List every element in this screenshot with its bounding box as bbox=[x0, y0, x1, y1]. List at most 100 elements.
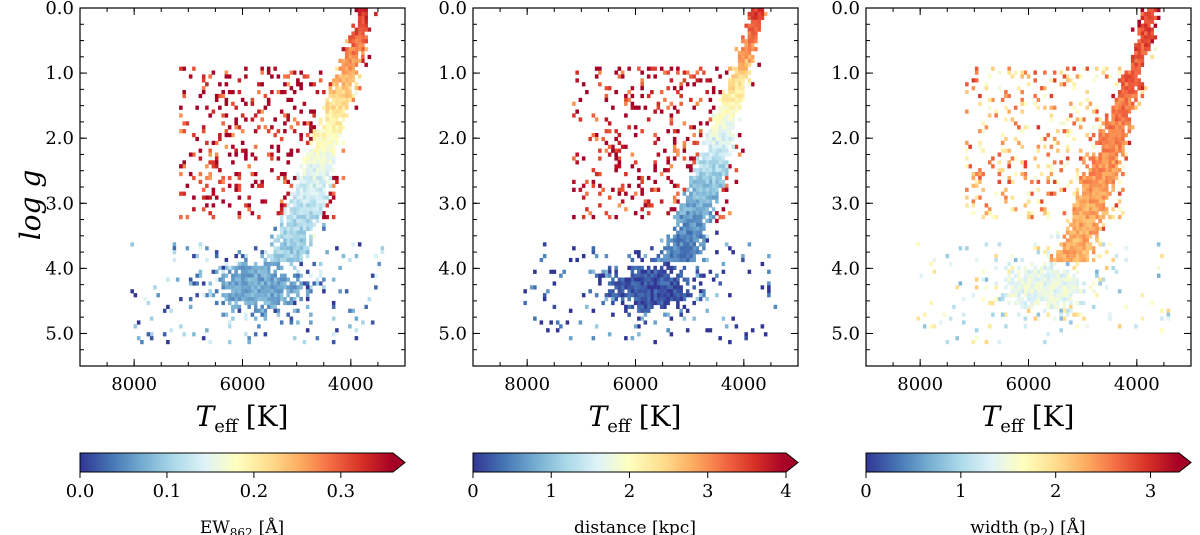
y-tick-label: 5.0 bbox=[831, 323, 860, 344]
heatmap-cell bbox=[305, 281, 310, 286]
heatmap-cell bbox=[305, 74, 310, 79]
heatmap-cell bbox=[143, 297, 147, 302]
heatmap-cell bbox=[357, 74, 362, 79]
heatmap-cell bbox=[737, 74, 742, 79]
heatmap-cell bbox=[974, 70, 979, 75]
heatmap-cell bbox=[965, 246, 969, 251]
heatmap-cell bbox=[331, 304, 336, 310]
heatmap-cell bbox=[1085, 230, 1089, 235]
heatmap-cell bbox=[312, 179, 316, 185]
heatmap-cell bbox=[325, 109, 329, 114]
heatmap-cell bbox=[741, 78, 745, 83]
heatmap-cell bbox=[338, 133, 342, 138]
heatmap-cell bbox=[1134, 70, 1138, 75]
heatmap-cell bbox=[984, 211, 989, 216]
heatmap-cell bbox=[1059, 250, 1063, 255]
heatmap-cell bbox=[663, 257, 667, 263]
heatmap-cell bbox=[1095, 238, 1099, 243]
heatmap-cell bbox=[341, 78, 346, 83]
heatmap-cell bbox=[974, 66, 979, 71]
heatmap-cell bbox=[237, 293, 242, 298]
heatmap-cell bbox=[646, 308, 651, 313]
heatmap-cell bbox=[978, 179, 982, 185]
heatmap-cell bbox=[211, 160, 216, 165]
heatmap-cell bbox=[1059, 308, 1063, 313]
heatmap-cell bbox=[728, 129, 732, 134]
heatmap-cell bbox=[669, 254, 674, 259]
heatmap-cell bbox=[266, 261, 271, 267]
heatmap-cell bbox=[325, 117, 329, 122]
heatmap-cell bbox=[1098, 152, 1102, 157]
heatmap-cell bbox=[312, 82, 316, 87]
heatmap-cell bbox=[357, 31, 362, 36]
heatmap-cell bbox=[257, 324, 261, 329]
heatmap-cell bbox=[263, 281, 268, 286]
heatmap-cell bbox=[335, 66, 339, 71]
heatmap-cell bbox=[309, 226, 313, 231]
heatmap-cell bbox=[627, 90, 631, 95]
x-tick-label: 8000 bbox=[111, 374, 157, 395]
heatmap-cell bbox=[247, 277, 251, 282]
heatmap-cell bbox=[1026, 215, 1031, 220]
heatmap-cell bbox=[676, 277, 680, 282]
heatmap-cell bbox=[1062, 121, 1067, 126]
heatmap-cell bbox=[715, 117, 719, 122]
heatmap-cell bbox=[1075, 168, 1080, 173]
heatmap-cell bbox=[1033, 277, 1037, 282]
heatmap-cell bbox=[1026, 293, 1031, 298]
heatmap-cell bbox=[695, 215, 700, 220]
heatmap-cell bbox=[331, 109, 336, 114]
heatmap-cell bbox=[351, 23, 355, 28]
heatmap-cell bbox=[692, 82, 696, 87]
heatmap-cell bbox=[741, 148, 745, 153]
heatmap-cell bbox=[292, 207, 297, 212]
heatmap-cell bbox=[289, 148, 294, 153]
heatmap-cell bbox=[305, 160, 310, 165]
heatmap-cell bbox=[335, 140, 339, 146]
heatmap-cell bbox=[1114, 82, 1119, 87]
heatmap-cell bbox=[325, 215, 329, 220]
heatmap-cell bbox=[611, 300, 615, 306]
heatmap-cell bbox=[715, 199, 719, 204]
heatmap-cell bbox=[286, 250, 290, 255]
heatmap-cell bbox=[1117, 133, 1122, 138]
heatmap-cell bbox=[296, 172, 300, 177]
heatmap-cell bbox=[757, 27, 761, 32]
heatmap-cell bbox=[266, 254, 271, 259]
heatmap-cell bbox=[328, 191, 333, 196]
heatmap-cell bbox=[676, 297, 680, 302]
heatmap-cell bbox=[1150, 11, 1154, 17]
heatmap-cell bbox=[578, 187, 583, 192]
heatmap-cell bbox=[322, 285, 326, 290]
heatmap-cell bbox=[640, 281, 644, 286]
heatmap-cell bbox=[357, 23, 362, 28]
heatmap-cell bbox=[341, 58, 346, 64]
heatmap-cell bbox=[1082, 207, 1086, 212]
heatmap-cell bbox=[1111, 164, 1115, 169]
heatmap-cell bbox=[715, 125, 719, 130]
heatmap-cell bbox=[325, 152, 329, 157]
heatmap-cell bbox=[734, 82, 739, 87]
heatmap-cell bbox=[750, 11, 755, 17]
heatmap-cell bbox=[338, 86, 342, 91]
heatmap-cell bbox=[731, 136, 735, 142]
heatmap-cell bbox=[1104, 152, 1109, 157]
heatmap-cell bbox=[331, 332, 336, 337]
heatmap-cell bbox=[611, 277, 615, 282]
heatmap-cell bbox=[1069, 234, 1073, 239]
heatmap-cell bbox=[1043, 277, 1047, 282]
heatmap-cell bbox=[237, 90, 242, 95]
heatmap-cell bbox=[679, 297, 683, 302]
heatmap-cell bbox=[354, 86, 359, 91]
heatmap-cell bbox=[296, 277, 300, 282]
heatmap-cell bbox=[328, 121, 333, 126]
heatmap-cell bbox=[1108, 168, 1112, 173]
heatmap-cell bbox=[283, 207, 287, 212]
heatmap-cell bbox=[1049, 234, 1054, 239]
heatmap-cell bbox=[315, 187, 320, 192]
heatmap-cell bbox=[689, 156, 693, 161]
heatmap-cell bbox=[653, 265, 657, 271]
heatmap-cell bbox=[335, 109, 339, 114]
heatmap-cell bbox=[1059, 82, 1063, 87]
heatmap-cell bbox=[302, 234, 307, 239]
